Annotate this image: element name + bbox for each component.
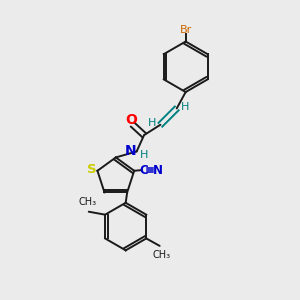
Text: H: H [148,118,156,128]
Text: H: H [140,150,148,160]
Text: N: N [125,145,136,158]
Text: Br: Br [179,25,192,35]
Text: N: N [153,164,163,177]
Text: H: H [181,102,189,112]
Text: S: S [87,163,97,176]
Text: O: O [125,113,137,127]
Text: CH₃: CH₃ [152,250,170,260]
Text: CH₃: CH₃ [78,197,96,207]
Text: C: C [140,164,148,177]
